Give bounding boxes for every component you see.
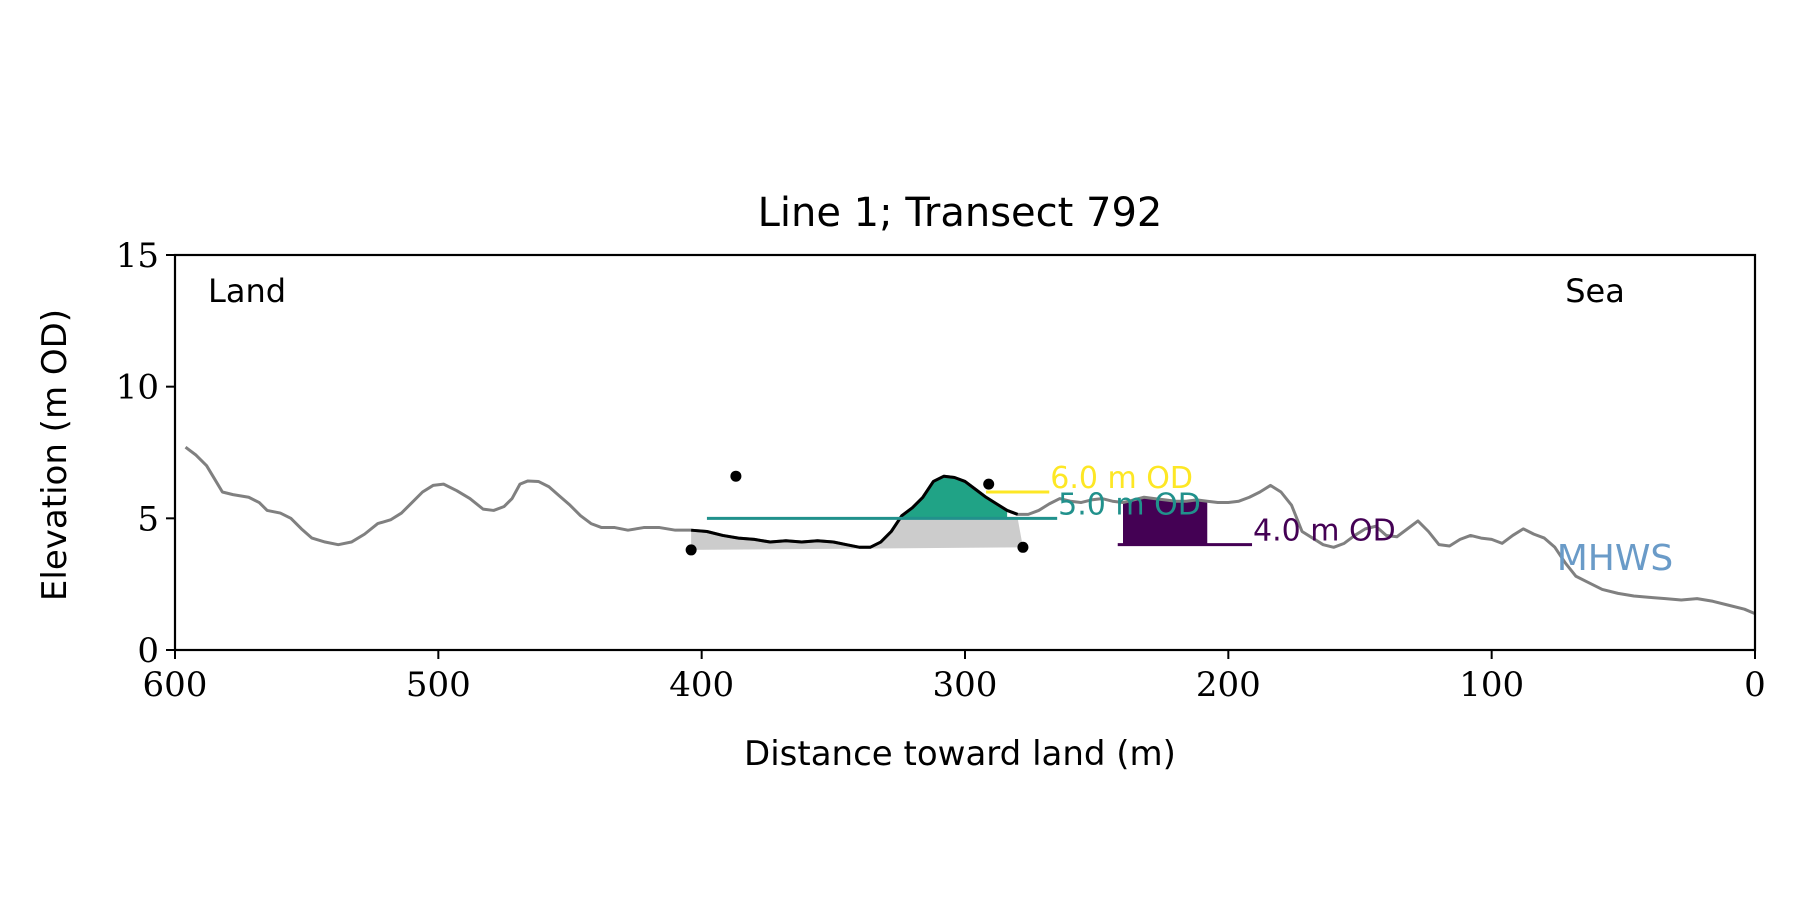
level-label-1: 6.0 m OD	[1050, 461, 1193, 496]
dune-base-fill	[691, 518, 1023, 550]
y-axis-label: Elevation (m OD)	[35, 309, 75, 601]
sea-label: Sea	[1565, 272, 1625, 310]
x-tick-label: 100	[1459, 665, 1524, 705]
y-tick-label: 5	[137, 499, 159, 539]
dune-point-1	[685, 544, 697, 556]
elevation-profile-line	[184, 446, 1755, 616]
x-axis-label: Distance toward land (m)	[744, 734, 1176, 774]
level-label-3: 4.0 m OD	[1253, 514, 1396, 549]
dune-profile-line	[691, 474, 1019, 549]
x-tick-label: 0	[1744, 665, 1766, 705]
y-tick-label: 15	[116, 236, 159, 276]
dune-volume-fill-4m	[1123, 497, 1208, 545]
land-label: Land	[208, 272, 286, 310]
y-tick-label: 10	[116, 368, 159, 408]
y-tick-label: 0	[137, 631, 159, 671]
x-tick-label: 400	[669, 665, 734, 705]
x-tick-label: 500	[406, 665, 471, 705]
dune-point-2	[730, 470, 742, 482]
level-label-2: 5.0 m OD	[1058, 487, 1201, 522]
x-tick-label: 600	[143, 665, 208, 705]
mhws-label: MHWS	[1557, 538, 1674, 579]
dune-volume-fill-5m	[901, 476, 1008, 519]
chart-title: Line 1; Transect 792	[758, 190, 1163, 236]
axes-frame	[173, 253, 1757, 652]
dune-point-4	[1017, 541, 1029, 553]
x-tick-label: 200	[1196, 665, 1261, 705]
dune-point-3	[983, 478, 995, 490]
plot-area	[184, 446, 1755, 616]
x-tick-label: 300	[933, 665, 998, 705]
